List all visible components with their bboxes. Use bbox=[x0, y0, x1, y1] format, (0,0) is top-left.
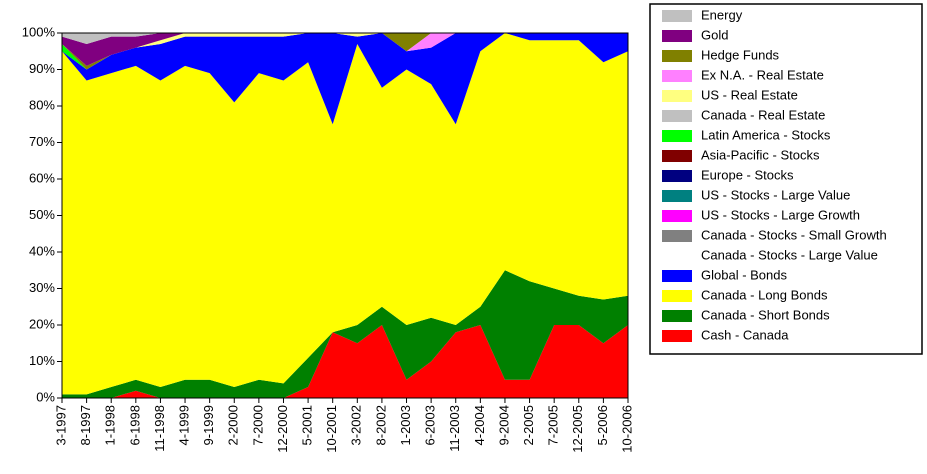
x-tick-label: 1-1998 bbox=[103, 405, 118, 445]
legend-swatch bbox=[662, 30, 692, 42]
legend-label: Ex N.A. - Real Estate bbox=[701, 67, 824, 82]
legend-swatch bbox=[662, 190, 692, 202]
x-tick-label: 10-2006 bbox=[619, 405, 634, 453]
legend-swatch bbox=[662, 230, 692, 242]
legend-label: Canada - Real Estate bbox=[701, 107, 825, 122]
x-tick-label: 11-1998 bbox=[152, 405, 167, 452]
y-tick-label: 100% bbox=[22, 24, 56, 39]
legend-label: US - Stocks - Large Growth bbox=[701, 207, 860, 222]
legend-label: Hedge Funds bbox=[701, 47, 780, 62]
x-tick-label: 8-2002 bbox=[373, 405, 388, 445]
legend-swatch bbox=[662, 330, 692, 342]
y-tick-label: 10% bbox=[29, 353, 55, 368]
legend-label: Energy bbox=[701, 7, 743, 22]
legend-label: Europe - Stocks bbox=[701, 167, 794, 182]
x-tick-label: 9-2004 bbox=[496, 405, 511, 445]
legend-swatch bbox=[662, 110, 692, 122]
legend-swatch bbox=[662, 150, 692, 162]
x-tick-label: 4-1999 bbox=[176, 405, 191, 445]
legend-label: Asia-Pacific - Stocks bbox=[701, 147, 820, 162]
x-tick-label: 6-2003 bbox=[423, 405, 438, 445]
legend-swatch bbox=[662, 50, 692, 62]
legend-swatch bbox=[662, 170, 692, 182]
y-tick-label: 20% bbox=[29, 316, 55, 331]
x-tick-label: 7-2005 bbox=[546, 405, 561, 445]
legend: Cash - Canada Canada - Short Bonds Canada … bbox=[649, 3, 923, 355]
legend-label: Cash - Canada bbox=[701, 327, 789, 342]
legend-swatch bbox=[662, 210, 692, 222]
x-tick-label: 9-1999 bbox=[201, 405, 216, 445]
y-tick-label: 40% bbox=[29, 243, 55, 258]
legend-swatch bbox=[662, 90, 692, 102]
legend-label: Gold bbox=[701, 27, 728, 42]
area bbox=[62, 33, 628, 395]
x-tick-label: 3-2002 bbox=[349, 405, 364, 445]
legend-label: Canada - Long Bonds bbox=[701, 287, 828, 302]
x-tick-label: 2-2000 bbox=[226, 405, 241, 445]
y-tick-label: 50% bbox=[29, 207, 55, 222]
area bbox=[62, 325, 628, 398]
x-tick-label: 12-2000 bbox=[275, 405, 290, 453]
legend-swatch bbox=[662, 10, 692, 22]
area bbox=[62, 33, 628, 44]
y-tick-label: 30% bbox=[29, 280, 55, 295]
legend-label: Latin America - Stocks bbox=[701, 127, 831, 142]
legend-label: US - Real Estate bbox=[701, 87, 798, 102]
legend-swatch bbox=[662, 70, 692, 82]
x-tick-label: 6-1998 bbox=[127, 405, 142, 445]
x-tick-label: 8-1997 bbox=[78, 405, 93, 445]
y-tick-label: 70% bbox=[29, 134, 55, 149]
x-tick-label: 5-2001 bbox=[300, 405, 315, 445]
legend-label: US - Stocks - Large Value bbox=[701, 187, 850, 202]
legend-label: Global - Bonds bbox=[701, 267, 787, 282]
x-tick-label: 3-1997 bbox=[53, 405, 68, 445]
legend-box bbox=[649, 3, 923, 355]
x-tick-label: 7-2000 bbox=[250, 405, 265, 445]
y-tick-label: 0% bbox=[36, 389, 55, 404]
legend-label: Canada - Stocks - Small Growth bbox=[701, 227, 887, 242]
y-tick-label: 90% bbox=[29, 61, 55, 76]
legend-swatch bbox=[661, 249, 693, 263]
x-tick-label: 2-2005 bbox=[521, 405, 536, 445]
area bbox=[62, 33, 628, 125]
legend-label: Canada - Stocks - Large Value bbox=[701, 247, 878, 262]
x-tick-label: 5-2006 bbox=[595, 405, 610, 445]
area bbox=[62, 270, 628, 398]
x-tick-label: 11-2003 bbox=[447, 405, 462, 452]
y-tick-label: 80% bbox=[29, 97, 55, 112]
legend-label: Canada - Short Bonds bbox=[701, 307, 830, 322]
x-tick-label: 4-2004 bbox=[472, 405, 487, 445]
legend-swatch bbox=[662, 270, 692, 282]
x-tick-label: 12-2005 bbox=[570, 405, 585, 453]
x-tick-label: 10-2001 bbox=[324, 405, 339, 453]
legend-swatch bbox=[662, 310, 692, 322]
legend-swatch bbox=[662, 290, 692, 302]
y-tick-label: 60% bbox=[29, 170, 55, 185]
legend-swatch bbox=[662, 130, 692, 142]
x-tick-label: 1-2003 bbox=[398, 405, 413, 445]
